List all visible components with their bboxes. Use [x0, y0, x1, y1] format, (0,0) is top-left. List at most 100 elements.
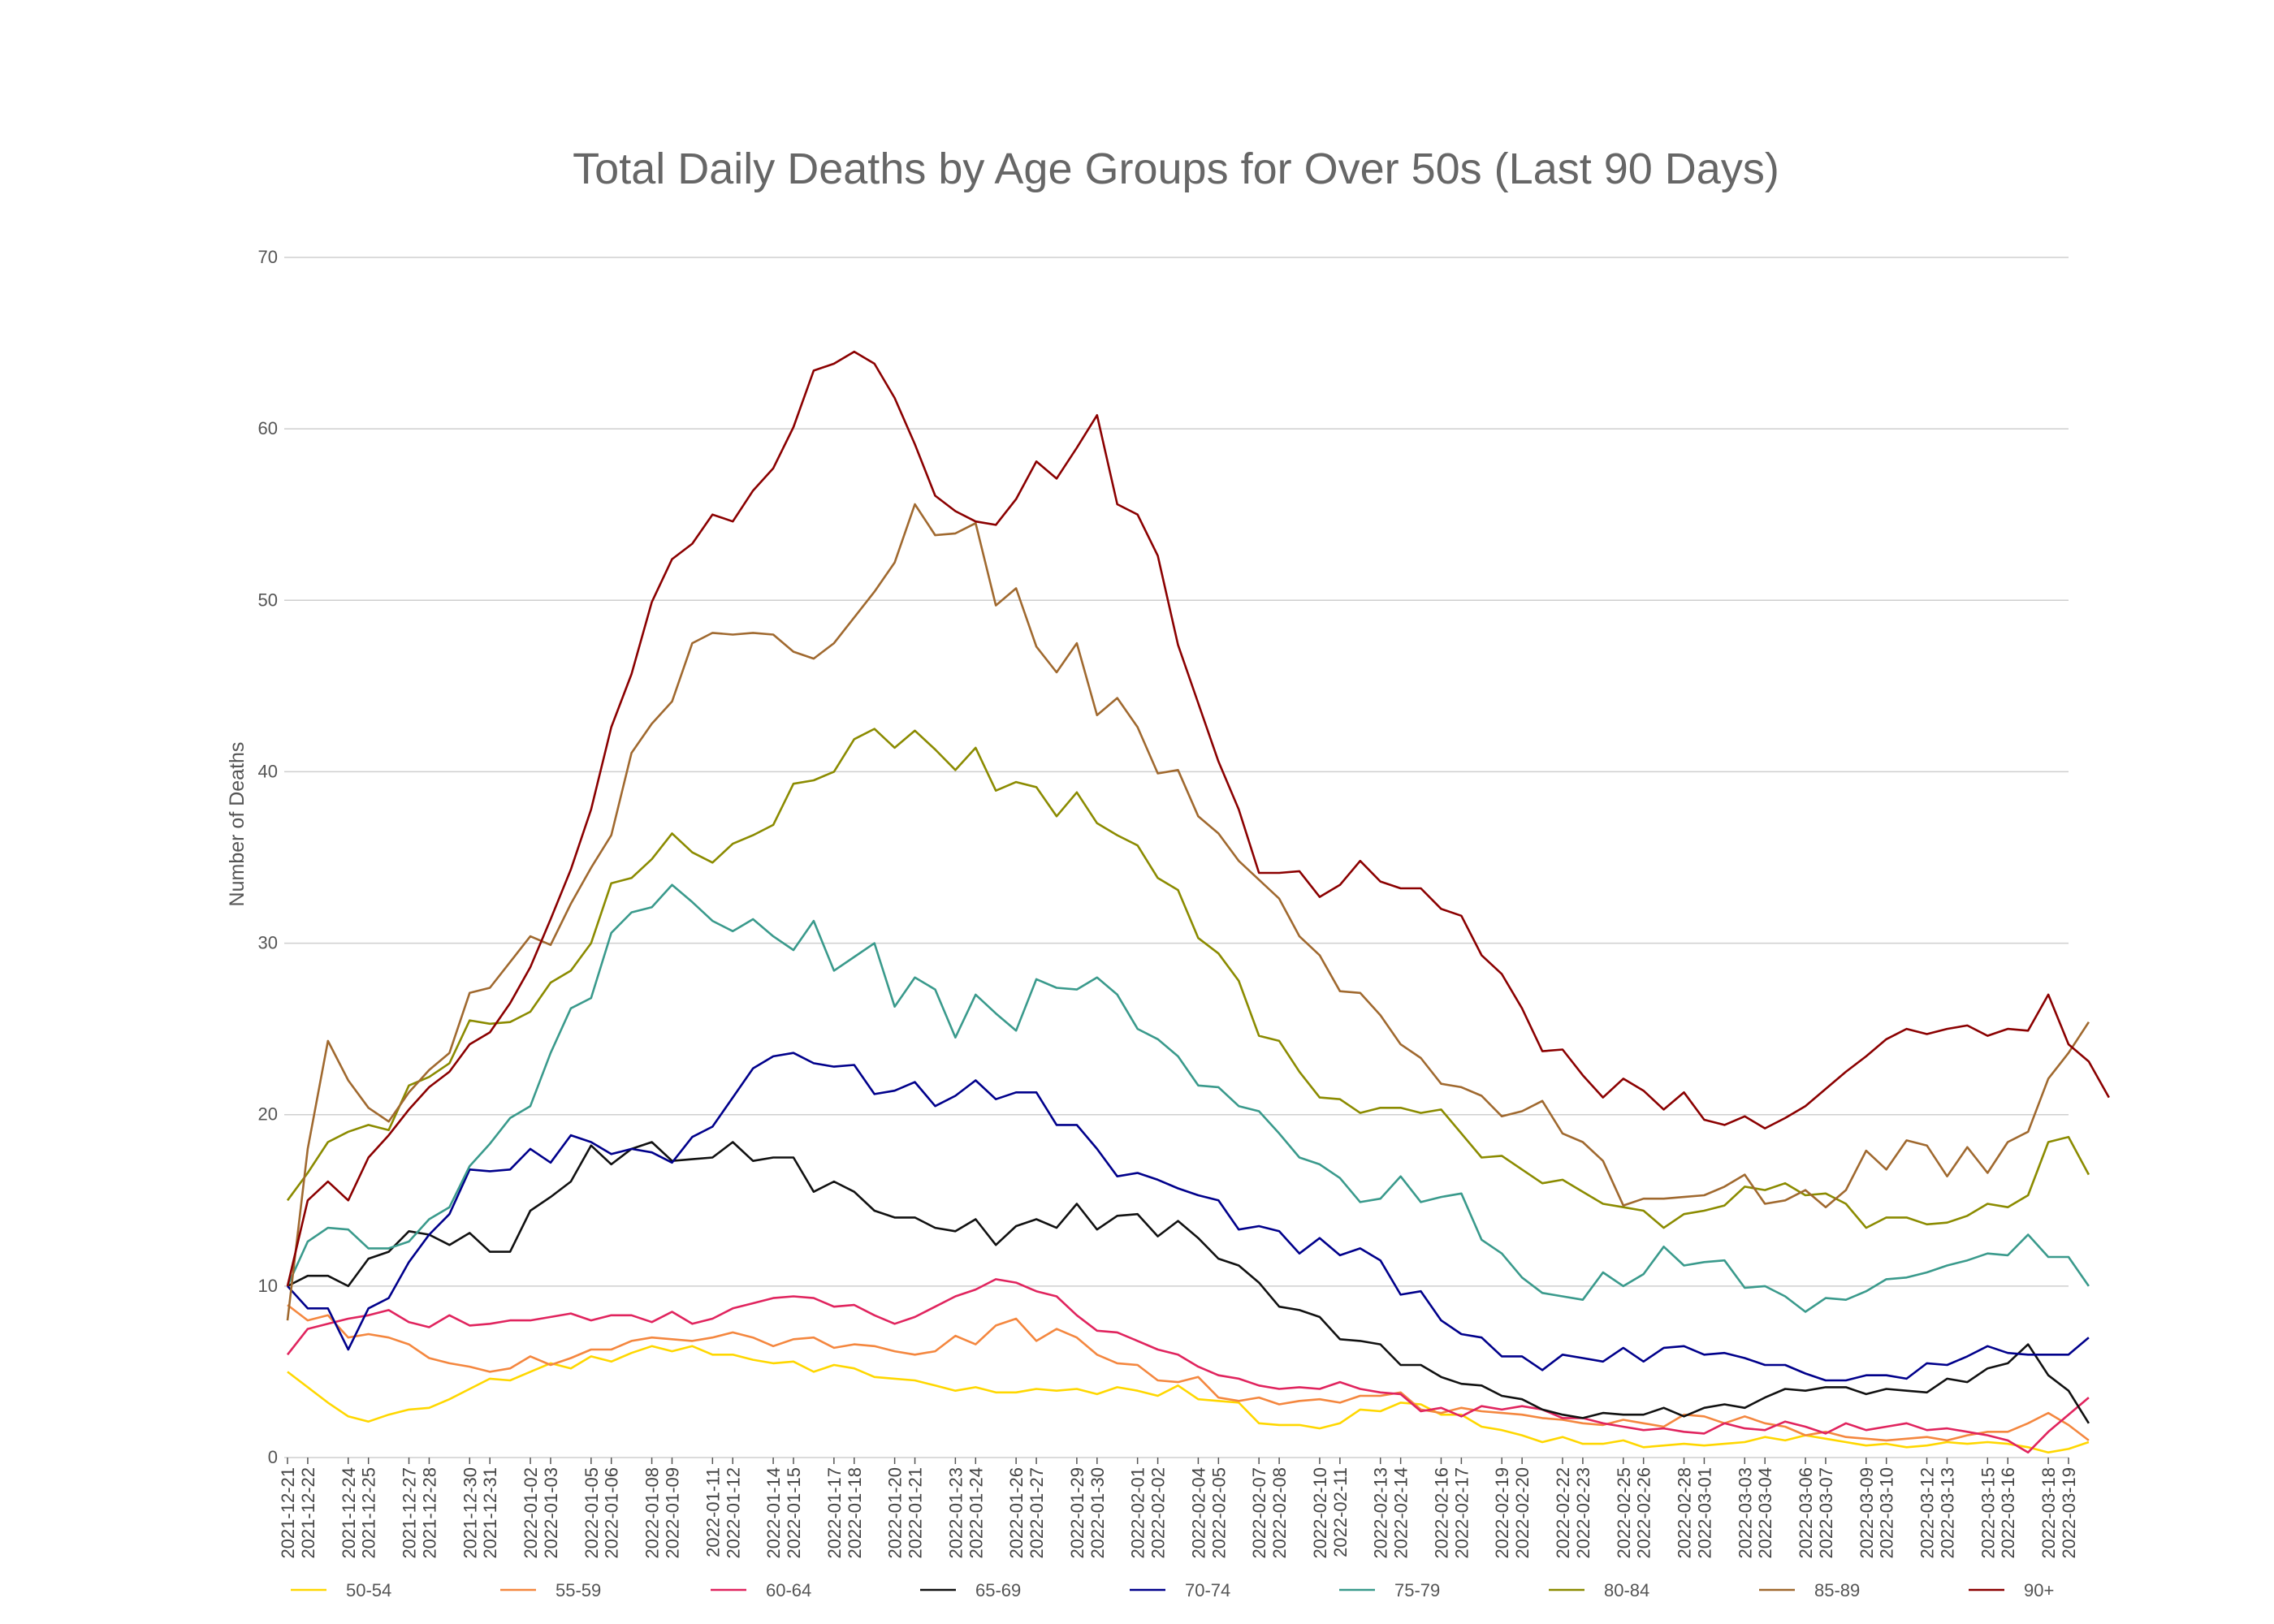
x-tick-label: 2022-03-18 [2038, 1467, 2059, 1559]
x-tick-label: 2022-02-05 [1208, 1467, 1229, 1559]
x-tick-label: 2022-01-30 [1087, 1467, 1108, 1559]
x-tick-label: 2022-03-03 [1735, 1467, 1755, 1559]
x-tick-label: 2022-02-10 [1310, 1467, 1330, 1559]
series-line-55-59 [287, 1304, 2090, 1442]
x-tick-label: 2022-03-06 [1796, 1467, 1816, 1559]
y-tick-label: 50 [258, 590, 278, 610]
x-tick-label: 2022-01-02 [521, 1467, 541, 1559]
legend-label: 80-84 [1604, 1580, 1649, 1600]
legend-label: 55-59 [556, 1580, 601, 1600]
x-tick-label: 2022-03-13 [1937, 1467, 1957, 1559]
x-tick-label: 2022-03-10 [1877, 1467, 1897, 1559]
x-tick-label: 2021-12-28 [419, 1467, 439, 1559]
x-tick-label: 2022-01-20 [885, 1467, 906, 1559]
legend-label: 90+ [2024, 1580, 2054, 1600]
legend: 50-54 55-59 60-64 65-69 70-74 75-79 80-84 85-89… [291, 1580, 2054, 1600]
x-tick-label: 2022-02-25 [1614, 1467, 1634, 1559]
x-tick-label: 2021-12-22 [298, 1467, 318, 1559]
chart-title: Total Daily Deaths by Age Groups for Ove… [573, 145, 1779, 193]
y-tick-label: 30 [258, 933, 278, 953]
legend-label: 50-54 [346, 1580, 391, 1600]
series-line-50-54 [287, 1345, 2090, 1453]
grid-lines [284, 257, 2069, 1458]
x-tick-label: 2022-02-08 [1269, 1467, 1290, 1559]
x-tick-label: 2022-02-28 [1675, 1467, 1695, 1559]
legend-item-65-69[interactable]: 65-69 [920, 1580, 1021, 1600]
x-tick-label: 2022-01-14 [763, 1467, 784, 1559]
x-tick-label: 2021-12-21 [278, 1467, 298, 1559]
legend-item-50-54[interactable]: 50-54 [291, 1580, 391, 1600]
series-line-90+ [286, 350, 2110, 1287]
x-tick-label: 2022-02-13 [1371, 1467, 1391, 1559]
series-line-75-79 [286, 883, 2090, 1313]
legend-item-70-74[interactable]: 70-74 [1130, 1580, 1230, 1600]
y-axis-label: Number of Deaths [226, 742, 249, 907]
y-tick-label: 20 [258, 1104, 278, 1125]
x-tick-label: 2022-03-15 [1978, 1467, 1998, 1559]
x-tick-label: 2022-02-02 [1148, 1467, 1169, 1559]
x-tick-label: 2022-02-16 [1431, 1467, 1451, 1559]
x-tick-label: 2022-02-26 [1634, 1467, 1654, 1559]
x-tick-label: 2022-03-01 [1694, 1467, 1714, 1559]
y-tick-label: 40 [258, 761, 278, 781]
legend-label: 75-79 [1394, 1580, 1440, 1600]
x-tick-label: 2021-12-30 [460, 1467, 480, 1559]
series-line-80-84 [286, 728, 2090, 1229]
x-tick-label: 2022-03-12 [1917, 1467, 1938, 1559]
x-tick-label: 2022-03-19 [2059, 1467, 2079, 1559]
x-tick-label: 2022-02-04 [1188, 1467, 1208, 1559]
x-tick-label: 2022-01-09 [662, 1467, 682, 1559]
x-tick-label: 2022-01-15 [784, 1467, 804, 1559]
x-tick-label: 2022-02-20 [1512, 1467, 1533, 1559]
x-tick-label: 2022-02-22 [1553, 1467, 1573, 1559]
legend-label: 70-74 [1185, 1580, 1230, 1600]
x-tick-label: 2022-02-14 [1391, 1467, 1412, 1559]
x-tick-label: 2022-03-16 [1998, 1467, 2018, 1559]
x-tick-label: 2022-02-23 [1573, 1467, 1593, 1559]
y-tick-label: 70 [258, 247, 278, 267]
x-tick-label: 2022-01-12 [723, 1467, 743, 1559]
y-tick-label: 0 [268, 1447, 278, 1467]
x-tick-label: 2022-01-24 [966, 1467, 986, 1559]
legend-item-85-89[interactable]: 85-89 [1759, 1580, 1860, 1600]
x-tick-label: 2022-02-17 [1451, 1467, 1472, 1559]
legend-label: 85-89 [1814, 1580, 1860, 1600]
x-tick-label: 2022-01-03 [541, 1467, 561, 1559]
x-tick-label: 2022-02-01 [1128, 1467, 1148, 1559]
x-tick-label: 2022-01-23 [945, 1467, 966, 1559]
y-axis-ticks: 0 10 20 30 40 50 60 70 [258, 247, 278, 1467]
x-tick-label: 2022-01-06 [602, 1467, 622, 1559]
x-tick-label: 2022-02-11 [1330, 1467, 1351, 1557]
series-line-60-64 [286, 1278, 2090, 1453]
x-tick-label: 2021-12-24 [339, 1467, 359, 1559]
x-tick-label: 2022-01-21 [906, 1467, 926, 1559]
x-tick-label: 2022-01-05 [581, 1467, 602, 1559]
legend-item-60-64[interactable]: 60-64 [711, 1580, 811, 1600]
y-tick-label: 10 [258, 1276, 278, 1296]
series-line-65-69 [287, 1141, 2090, 1424]
legend-item-90+[interactable]: 90+ [1969, 1580, 2054, 1600]
x-tick-label: 2022-01-26 [1006, 1467, 1027, 1559]
legend-item-75-79[interactable]: 75-79 [1339, 1580, 1440, 1600]
x-tick-label: 2021-12-25 [359, 1467, 379, 1559]
x-tick-label: 2022-01-27 [1027, 1467, 1047, 1559]
x-tick-label: 2022-03-09 [1857, 1467, 1877, 1559]
x-tick-label: 2022-01-08 [642, 1467, 663, 1559]
legend-label: 60-64 [766, 1580, 811, 1600]
x-tick-label: 2022-03-04 [1755, 1467, 1775, 1559]
series-lines [286, 350, 2110, 1453]
legend-item-55-59[interactable]: 55-59 [500, 1580, 601, 1600]
x-tick-label: 2022-03-07 [1816, 1467, 1836, 1559]
y-tick-label: 60 [258, 418, 278, 438]
x-tick-label: 2022-01-29 [1067, 1467, 1087, 1559]
series-line-70-74 [287, 1052, 2090, 1382]
legend-label: 65-69 [975, 1580, 1021, 1600]
x-tick-label: 2022-02-07 [1249, 1467, 1269, 1559]
x-tick-label: 2021-12-27 [400, 1467, 420, 1559]
series-line-85-89 [286, 503, 2090, 1321]
legend-item-80-84[interactable]: 80-84 [1549, 1580, 1649, 1600]
x-tick-label: 2022-01-17 [824, 1467, 845, 1559]
x-axis-ticks: 2021-12-21 2021-12-22 2021-12-24 2021-12-25… [278, 1458, 2079, 1559]
